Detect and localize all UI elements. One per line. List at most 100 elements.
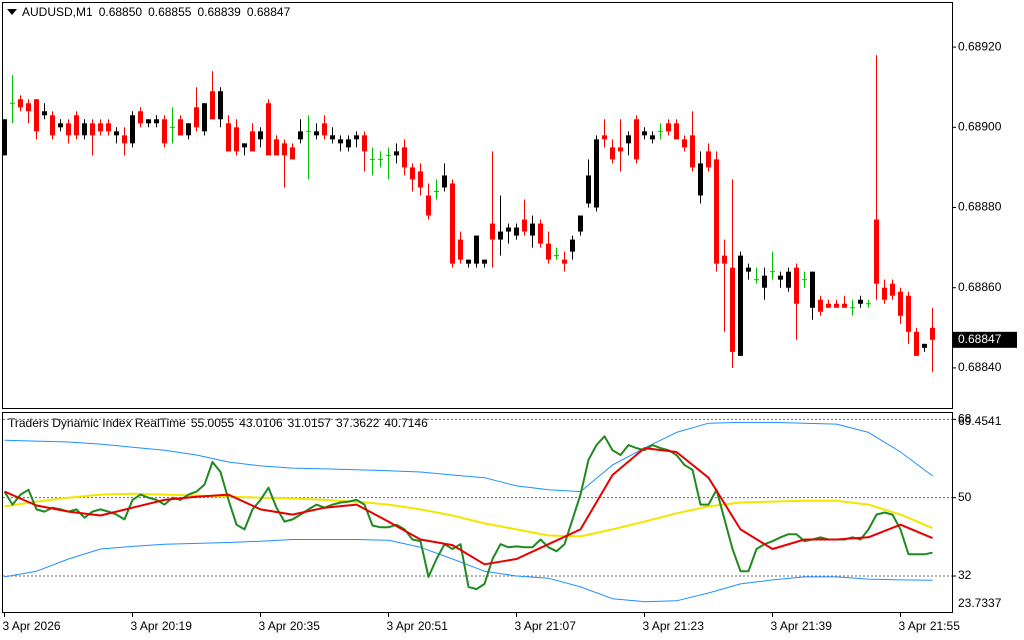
- candle-body: [2, 119, 7, 156]
- candle-body: [298, 131, 303, 140]
- candle-body: [586, 175, 591, 204]
- indicator-line: [4, 447, 933, 566]
- candle-body: [602, 135, 607, 140]
- candle-body: [114, 131, 119, 136]
- candle-body: [82, 123, 87, 136]
- candle-body: [722, 255, 727, 264]
- header-value: 0.68847: [247, 5, 291, 19]
- candle-body: [834, 303, 839, 308]
- price-header: AUDUSD,M1: [22, 5, 93, 19]
- candle-body: [138, 111, 143, 124]
- indicator-panel-frame: [2, 412, 953, 613]
- candle-body: [258, 131, 263, 140]
- candle-body: [202, 103, 207, 132]
- candle-body: [466, 259, 471, 264]
- candle-body: [146, 119, 151, 124]
- y-min-label: 23.7337: [958, 596, 1002, 610]
- candle-body: [402, 147, 407, 168]
- candle-body: [338, 139, 343, 144]
- indicator-value: 40.7146: [384, 416, 428, 430]
- candle-body: [882, 287, 887, 300]
- candle-body: [490, 223, 495, 240]
- candle-body: [546, 243, 551, 260]
- y-tick-label: 0.68880: [958, 200, 1002, 214]
- candle-body: [458, 239, 463, 260]
- x-tick-label: 3 Apr 20:51: [387, 619, 449, 633]
- candle-body: [226, 123, 231, 152]
- candle-body: [826, 303, 831, 308]
- candle-body: [898, 291, 903, 316]
- candle-body: [594, 139, 599, 208]
- candle-body: [450, 183, 455, 264]
- candle-body: [66, 123, 71, 136]
- candle-body: [162, 119, 167, 144]
- candle-body: [570, 239, 575, 252]
- y-tick-label: 68: [958, 412, 972, 426]
- y-tick-label: 0.68900: [958, 119, 1002, 133]
- candle-body: [122, 135, 127, 144]
- candle-body: [706, 151, 711, 168]
- candle-body: [922, 343, 927, 348]
- candle-body: [274, 139, 279, 156]
- candle-body: [738, 255, 743, 356]
- last-price-label: 0.68847: [958, 332, 1002, 346]
- candle-body: [314, 131, 319, 136]
- x-tick-label: 3 Apr 21:07: [515, 619, 577, 633]
- candle-body: [786, 271, 791, 288]
- candle-body: [394, 151, 399, 156]
- header-value: 0.68839: [197, 5, 241, 19]
- candle-body: [810, 271, 815, 308]
- candle-body: [266, 103, 271, 156]
- candle-body: [442, 175, 447, 188]
- candle-body: [906, 295, 911, 332]
- candle-body: [250, 131, 255, 152]
- candle-body: [538, 223, 543, 244]
- price-panel-frame: [2, 2, 953, 409]
- candle-body: [410, 167, 415, 180]
- candle-body: [498, 231, 503, 240]
- candle-body: [842, 303, 847, 308]
- indicator-value: 31.0157: [288, 416, 332, 430]
- candle-body: [690, 135, 695, 168]
- y-tick-label: 32: [958, 568, 972, 582]
- x-tick-label: 3 Apr 20:35: [259, 619, 321, 633]
- indicator-line: [4, 421, 933, 493]
- candle-body: [178, 119, 183, 136]
- y-max-label: 69.4541: [958, 414, 1002, 428]
- y-tick-label: 0.68920: [958, 39, 1002, 53]
- candle-body: [330, 135, 335, 140]
- x-tick-label: 3 Apr 2026: [3, 619, 61, 633]
- candle-body: [890, 283, 895, 296]
- candle-body: [354, 135, 359, 140]
- candle-body: [874, 219, 879, 284]
- candle-body: [106, 123, 111, 132]
- candle-body: [794, 267, 799, 304]
- candle-body: [618, 147, 623, 152]
- candle-body: [530, 223, 535, 236]
- candle-body: [634, 119, 639, 160]
- candle-body: [218, 91, 223, 120]
- symbol-label: AUDUSD,M1: [22, 5, 93, 19]
- candle-body: [714, 159, 719, 264]
- candle-body: [562, 259, 567, 264]
- candle-body: [666, 123, 671, 132]
- candle-body: [42, 111, 47, 116]
- collapse-arrow[interactable]: [7, 9, 17, 15]
- candle-body: [234, 127, 239, 152]
- candle-body: [626, 135, 631, 144]
- indicator-value: 43.0106: [239, 416, 283, 430]
- candle-body: [98, 123, 103, 132]
- candle-body: [610, 147, 615, 160]
- candle-body: [778, 275, 783, 280]
- x-tick-label: 3 Apr 21:55: [899, 619, 961, 633]
- candle-body: [322, 123, 327, 136]
- y-tick-label: 0.68860: [958, 280, 1002, 294]
- candle-body: [18, 99, 23, 108]
- indicator-value: 37.3622: [336, 416, 380, 430]
- candle-body: [26, 103, 31, 112]
- candle-body: [474, 235, 479, 264]
- header-value: 0.68855: [148, 5, 192, 19]
- candle-body: [34, 99, 39, 132]
- indicator-title: Traders Dynamic Index RealTime: [8, 416, 186, 430]
